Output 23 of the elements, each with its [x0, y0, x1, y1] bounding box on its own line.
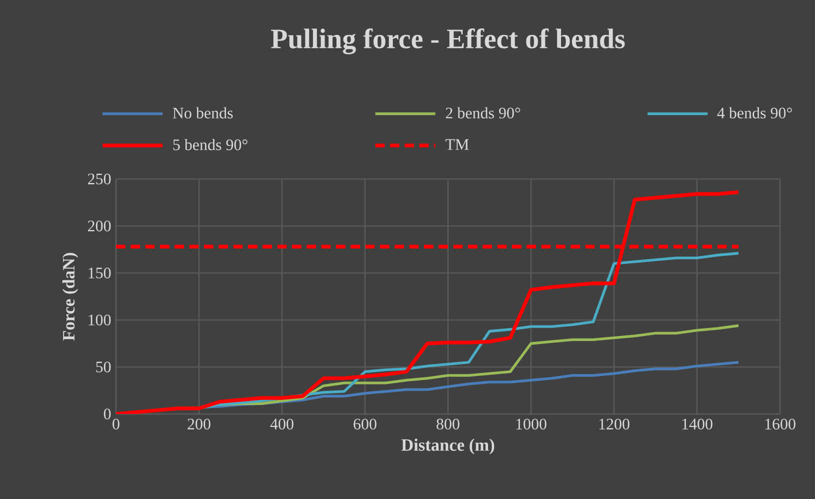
x-tick-label: 1400 [682, 418, 712, 430]
x-tick-label: 600 [354, 418, 376, 430]
y-tick-label: 200 [88, 220, 111, 232]
y-tick-label: 0 [104, 408, 111, 420]
x-tick-label: 1200 [599, 418, 630, 430]
x-tick-label: 800 [436, 418, 460, 430]
y-tick-label: 100 [88, 314, 111, 326]
x-tick-label: 1600 [765, 418, 796, 430]
chart-title: Pulling force - Effect of bends [271, 28, 625, 54]
legend-label: No bends [172, 107, 233, 118]
legend-label: 2 bends 90° [446, 107, 520, 118]
legend-label: 4 bends 90° [717, 107, 792, 118]
x-tick-label: 0 [112, 418, 120, 430]
y-tick-label: 250 [88, 174, 111, 184]
x-tick-label: 400 [270, 418, 294, 430]
x-tick-label: 200 [188, 418, 210, 430]
legend-label: 5 bends 90° [173, 138, 248, 150]
x-tick-label: 1000 [516, 418, 546, 430]
y-tick-label: 50 [96, 362, 111, 372]
y-axis-title: Force (daN) [62, 252, 78, 341]
x-axis-title: Distance (m) [401, 438, 494, 454]
legend-label: TM [445, 139, 469, 150]
y-tick-label: 150 [88, 268, 111, 278]
